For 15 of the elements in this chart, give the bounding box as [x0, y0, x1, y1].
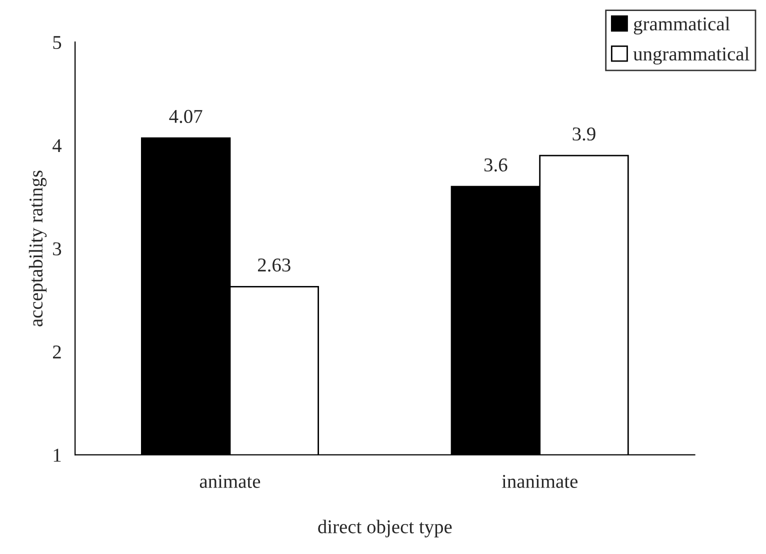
y-tick-label: 5: [53, 36, 62, 50]
x-tick-label: animate: [200, 474, 260, 488]
y-axis-title: acceptability ratings: [28, 170, 47, 326]
data-label: 4.07: [169, 110, 202, 124]
y-tick-label: 3: [53, 242, 62, 256]
x-axis-title: direct object type: [318, 520, 452, 538]
x-tick-label: inanimate: [502, 474, 578, 488]
legend-label: grammatical: [634, 16, 730, 34]
data-label: 3.9: [572, 127, 596, 141]
y-tick-label: 1: [54, 448, 61, 462]
y-tick-label: 2: [53, 346, 61, 358]
legend-label: ungrammatical: [633, 46, 750, 65]
data-label: 3.6: [484, 158, 508, 172]
data-label: 2.63: [258, 258, 290, 272]
y-tick-label: 4: [52, 139, 62, 152]
